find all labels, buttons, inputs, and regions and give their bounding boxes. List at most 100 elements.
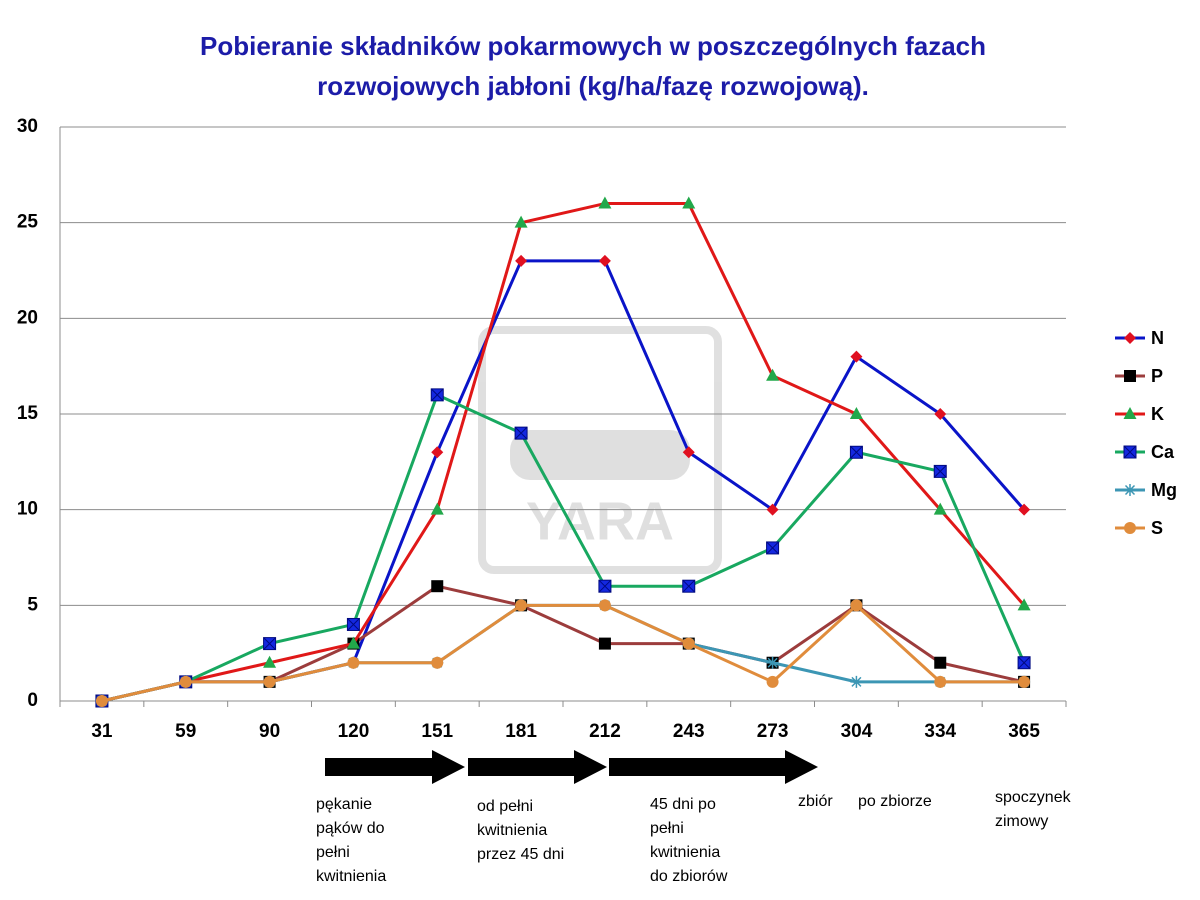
marker — [431, 656, 444, 669]
legend-label: N — [1151, 328, 1164, 348]
marker — [598, 254, 611, 267]
chart-title: rozwojowych jabłoni (kg/ha/fazę rozwojow… — [317, 71, 869, 101]
marker — [1018, 675, 1031, 688]
annotation: kwitnienia — [650, 844, 720, 861]
marker-cross — [682, 579, 696, 593]
chart-title: Pobieranie składników pokarmowych w posz… — [200, 31, 986, 61]
marker — [933, 464, 947, 478]
series-line — [101, 202, 1026, 703]
series-line — [101, 603, 1025, 703]
marker-cross — [347, 618, 360, 631]
watermark-text: YARA — [526, 491, 674, 551]
annotation: pełni — [316, 844, 350, 861]
marker — [766, 541, 780, 555]
y-tick-label: 5 — [27, 594, 38, 615]
marker — [934, 408, 947, 420]
marker — [934, 675, 947, 688]
marker — [934, 656, 947, 669]
y-tick-label: 20 — [17, 307, 38, 328]
y-tick-label: 15 — [17, 403, 39, 424]
marker — [850, 599, 863, 612]
marker — [430, 388, 444, 402]
marker — [682, 446, 695, 459]
y-tick-label: 0 — [27, 690, 38, 711]
watermark-frame — [478, 326, 722, 574]
x-tick-label: 90 — [259, 721, 280, 742]
annotation: pękanie — [316, 796, 372, 813]
marker-cross — [1017, 656, 1031, 670]
legend-marker — [1123, 407, 1137, 419]
y-tick-label: 10 — [17, 499, 38, 520]
marker-cross — [766, 541, 779, 555]
marker — [431, 446, 444, 459]
legend-label: Mg — [1151, 480, 1177, 500]
arrow — [609, 750, 818, 784]
x-tick-label: 181 — [505, 721, 537, 742]
marker — [346, 636, 360, 649]
marker — [347, 656, 360, 669]
marker — [766, 656, 779, 669]
x-tick-label: 151 — [421, 721, 453, 742]
legend-marker — [1124, 332, 1136, 344]
marker — [598, 196, 612, 209]
annotation: od pełni — [477, 798, 533, 815]
marker — [179, 675, 192, 688]
annotation: kwitnienia — [477, 822, 547, 839]
legend-marker — [1124, 522, 1136, 534]
marker — [766, 503, 779, 516]
legend-label: S — [1151, 518, 1163, 538]
marker-cross — [1123, 445, 1137, 459]
arrow — [325, 750, 465, 784]
legend-label: Ca — [1151, 442, 1175, 462]
annotation: przez 45 dni — [477, 846, 564, 863]
marker-cross — [598, 579, 612, 593]
x-tick-label: 120 — [338, 721, 370, 742]
x-tick-label: 273 — [757, 721, 789, 742]
series: N — [95, 254, 1164, 707]
series: K — [95, 196, 1164, 706]
marker — [682, 637, 695, 650]
series-line — [101, 584, 1025, 703]
x-tick-label: 365 — [1008, 721, 1040, 742]
marker — [850, 675, 863, 688]
marker — [1017, 598, 1031, 611]
marker-cross — [263, 637, 276, 650]
annotation: do zbiorów — [650, 868, 728, 885]
series-line — [101, 393, 1026, 703]
marker — [263, 675, 276, 688]
marker — [1018, 503, 1031, 516]
marker — [933, 502, 947, 515]
annotation: zimowy — [995, 813, 1048, 830]
x-tick-label: 31 — [91, 721, 113, 742]
marker — [514, 426, 528, 440]
marker — [95, 695, 108, 707]
marker-cross — [514, 426, 528, 440]
series: S — [95, 518, 1163, 707]
x-tick-label: 334 — [924, 721, 956, 742]
annotation: spoczynek — [995, 789, 1072, 806]
marker — [515, 254, 528, 267]
marker — [766, 368, 780, 381]
annotation: 45 dni po — [650, 796, 716, 813]
series-line — [101, 603, 1025, 703]
annotation: zbiór — [798, 793, 833, 810]
annotation: po zbiorze — [858, 793, 932, 810]
y-tick-label: 30 — [17, 116, 38, 137]
x-tick-label: 243 — [673, 721, 705, 742]
marker-cross — [430, 388, 444, 402]
legend-label: K — [1151, 404, 1164, 424]
marker — [346, 617, 360, 631]
y-tick-label: 25 — [17, 212, 39, 233]
legend-marker — [1123, 445, 1137, 459]
marker — [515, 599, 528, 612]
marker — [682, 579, 696, 593]
marker — [850, 350, 863, 363]
marker — [1017, 656, 1031, 670]
watermark — [478, 326, 722, 574]
arrows — [325, 750, 818, 784]
x-tick-label: 212 — [589, 721, 621, 742]
marker — [849, 445, 863, 459]
marker — [514, 215, 528, 228]
